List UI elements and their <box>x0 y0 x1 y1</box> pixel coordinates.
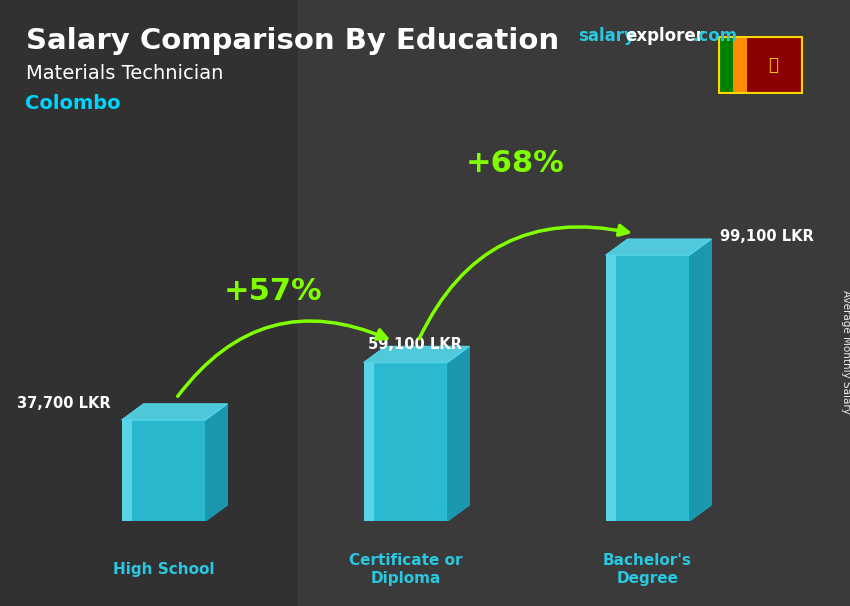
Polygon shape <box>364 347 469 362</box>
Bar <box>718 36 733 94</box>
Text: salary: salary <box>578 27 635 45</box>
Bar <box>747 36 803 94</box>
Text: explorer: explorer <box>625 27 704 45</box>
Text: .com: .com <box>693 27 738 45</box>
Text: 99,100 LKR: 99,100 LKR <box>720 230 813 244</box>
Bar <box>0 0 298 606</box>
Bar <box>364 362 447 521</box>
Bar <box>606 255 689 521</box>
Text: +57%: +57% <box>224 277 323 306</box>
Polygon shape <box>689 239 711 521</box>
Text: 59,100 LKR: 59,100 LKR <box>368 337 462 352</box>
Text: Bachelor's
Degree: Bachelor's Degree <box>603 553 692 586</box>
Text: Salary Comparison By Education: Salary Comparison By Education <box>26 27 558 55</box>
Bar <box>122 420 132 521</box>
Text: 37,700 LKR: 37,700 LKR <box>17 396 110 411</box>
Text: Colombo: Colombo <box>26 94 121 113</box>
Bar <box>606 255 615 521</box>
Bar <box>733 36 747 94</box>
Text: Certificate or
Diploma: Certificate or Diploma <box>348 553 462 586</box>
Polygon shape <box>447 347 469 521</box>
Text: +68%: +68% <box>466 150 565 178</box>
Text: Average Monthly Salary: Average Monthly Salary <box>841 290 850 413</box>
Bar <box>122 420 206 521</box>
Text: Materials Technician: Materials Technician <box>26 64 223 82</box>
Polygon shape <box>122 404 227 420</box>
Bar <box>364 362 374 521</box>
Text: 🦁: 🦁 <box>768 56 779 74</box>
Polygon shape <box>606 239 711 255</box>
Polygon shape <box>206 404 227 521</box>
Text: High School: High School <box>113 562 214 577</box>
